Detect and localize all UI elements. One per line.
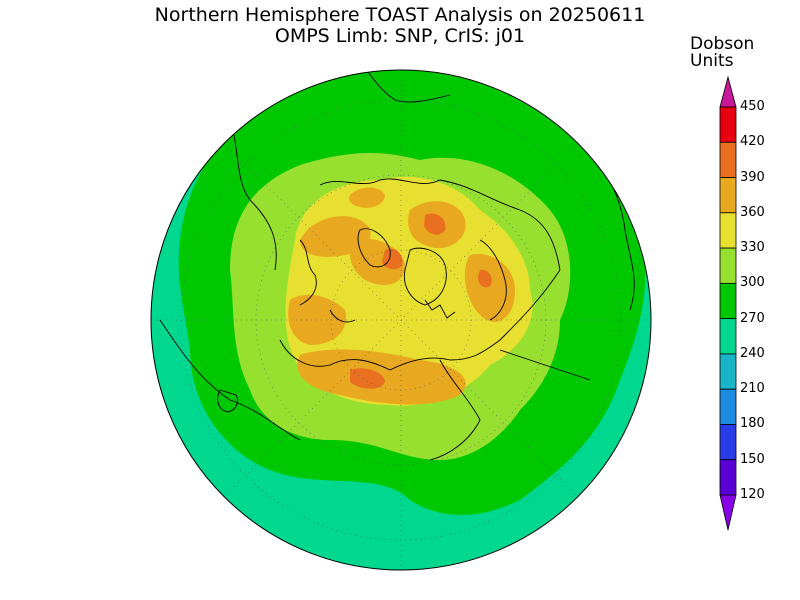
colorbar-segment [719, 318, 737, 355]
colorbar-tick-label: 390 [740, 169, 765, 185]
colorbar-tick-label: 240 [740, 345, 765, 361]
band-360-390 [288, 187, 515, 405]
colorbar-segment [719, 353, 737, 390]
colorbar-tick-label: 180 [740, 416, 765, 432]
colorbar-segment [719, 424, 737, 461]
map-title: Northern Hemisphere TOAST Analysis on 20… [154, 4, 646, 26]
colorbar-tick-label: 120 [740, 487, 765, 502]
map-border [150, 69, 652, 571]
colorbar-max-triangle [719, 75, 737, 108]
colorbar-segment [719, 177, 737, 214]
colorbar-tick-label: 150 [740, 451, 765, 467]
colorbar-segment [719, 459, 737, 496]
colorbar-min-triangle [719, 494, 737, 531]
colorbar-segment [719, 212, 737, 249]
colorbar-segment [719, 388, 737, 425]
colorbar-tick-label: 270 [740, 310, 765, 326]
colorbar-segment [719, 141, 737, 178]
map-subtitle: OMPS Limb: SNP, CrIS: j01 [274, 25, 526, 47]
colorbar-tick-label: 420 [740, 134, 765, 150]
colorbar-segment [719, 247, 737, 284]
colorbar-title: Dobson Units [690, 34, 755, 71]
colorbar-tick-label: 450 [740, 99, 765, 114]
band-390-420 [350, 213, 492, 389]
colorbar-segment [719, 282, 737, 320]
colorbar-tick-label: 300 [740, 275, 765, 291]
colorbar-tick-label: 360 [740, 204, 765, 220]
colorbar-tick-label: 210 [740, 381, 765, 397]
colorbar-segment [719, 106, 737, 143]
colorbar-tick-label: 330 [740, 240, 765, 256]
